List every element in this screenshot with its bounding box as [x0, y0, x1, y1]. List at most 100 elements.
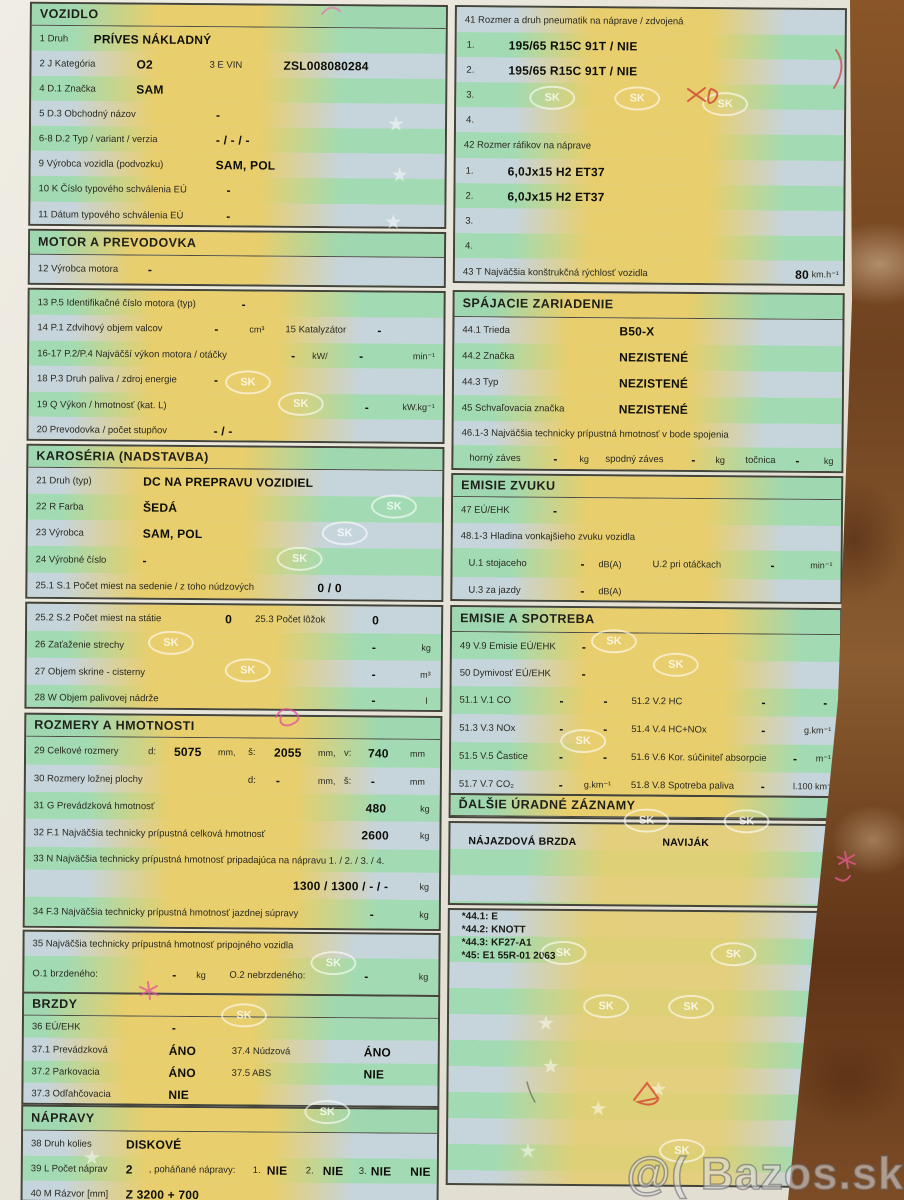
form-row: horný záves - kg spodný záves - kg točnica - kg: [453, 445, 842, 474]
field-label: 48.1-3 Hladina vonkajšieho zvuku vozidla: [460, 530, 636, 543]
field-value: NAVIJÁK: [662, 836, 710, 850]
unit-label: kg: [419, 909, 429, 920]
panel-emisie-spotreba: EMISIE A SPOTREBA 49 V.9 Emisie EÚ/EHK -50…: [448, 605, 843, 799]
unit-label: kg: [579, 453, 589, 464]
form-row: 5 D.3 Obchodný názov -: [30, 100, 446, 129]
field-label: 44.2 Značka: [462, 350, 515, 363]
sk-watermark-icon: SK: [147, 630, 195, 656]
form-row: 4 D.1 Značka SAM: [31, 75, 446, 104]
unit-label: mm,: [318, 747, 336, 759]
field-value: -: [558, 777, 564, 792]
unit-label: mm: [409, 776, 425, 787]
field-label: 34 F.3 Najväčšia technicky prípustná hmo…: [32, 905, 299, 919]
field-label: 40 M Rázvor [mm]: [30, 1187, 109, 1200]
form-row: 44.2 Značka NEZISTENÉ: [454, 343, 843, 373]
field-value: -: [371, 666, 376, 681]
form-row: 51.1 V.1 CO - - 51.2 V.2 HC - -: [451, 686, 840, 718]
form-row: 10 K Číslo typového schválenia EÚ -: [30, 175, 445, 205]
note-line: *44.1: E: [461, 911, 498, 923]
section-header: KAROSÉRIA (NADSTAVBA): [28, 445, 443, 471]
field-value: -: [142, 553, 147, 568]
unit-label: mm,: [218, 747, 236, 758]
field-label: 42 Rozmer ráfikov na náprave: [463, 139, 592, 152]
field-label: spodný záves: [605, 453, 664, 465]
sk-watermark-icon: SK: [224, 370, 272, 395]
field-label: U.1 stojaceho: [468, 557, 527, 569]
field-value: -: [147, 262, 153, 277]
field-label: horný záves: [469, 452, 521, 464]
unit-label: m⁻¹: [815, 753, 832, 764]
field-label: 50 Dymivosť EÚ/EHK: [459, 667, 551, 679]
field-value: SAM, POL: [215, 157, 276, 173]
form-row: U.3 za jazdy - dB(A): [452, 577, 841, 605]
form-row: 37.3 Odľahčovacia NIE: [23, 1082, 438, 1108]
form-row: 4.: [454, 233, 844, 262]
field-label: 51.6 V.6 Kor. súčiniteľ absorpcie: [631, 751, 767, 765]
form-row: 19 Q Výkon / hmotnosť (kat. L) - kW.kg⁻¹: [28, 391, 443, 420]
field-label: 2.: [466, 64, 475, 76]
form-row: 31 G Prevádzková hmotnosť 480 kg: [25, 791, 440, 822]
field-label: 2.: [305, 1164, 314, 1176]
field-value: -: [226, 183, 231, 198]
form-row: 51.5 V.5 Častice - - 51.6 V.6 Kor. súčinite…: [450, 742, 840, 774]
form-row: 13 P.5 Identifikačné číslo motora (typ) -: [29, 289, 444, 318]
unit-label: min⁻¹: [810, 559, 833, 571]
section-header: NÁPRAVY: [23, 1106, 438, 1134]
unit-label: g.km⁻¹: [803, 725, 832, 736]
form-row: 16-17 P.2/P.4 Najväčší výkon motora / ot…: [29, 340, 444, 369]
field-value: -: [364, 969, 369, 984]
field-label: U.2 pri otáčkach: [652, 558, 722, 571]
panel-spajacie: SPÁJACIE ZARIADENIE 44.1 Trieda B50-X 44.2 …: [451, 290, 845, 474]
sk-watermark-icon: SK: [710, 942, 757, 967]
field-value: 1300 / 1300 / - / -: [292, 878, 389, 894]
field-label: 27 Objem skrine - cisterny: [34, 665, 146, 678]
field-label: 24 Výrobné číslo: [35, 553, 107, 566]
field-label: 11 Dátum typového schválenia EÚ: [38, 209, 184, 222]
field-value: DISKOVÉ: [125, 1136, 182, 1152]
star-decoration-icon: ★: [649, 1078, 668, 1101]
field-value: -: [216, 107, 221, 122]
field-value: NEZISTENÉ: [618, 402, 688, 417]
unit-label: kg: [419, 830, 430, 841]
panel-rozmery: ROZMERY A HMOTNOSTI 29 Celkové rozmery d: 5…: [22, 712, 443, 931]
field-label: 51.4 V.4 HC+NOx: [631, 723, 707, 736]
form-row: 40 M Rázvor [mm] Z 3200 + 700: [22, 1180, 437, 1200]
panel-pneumatiky: 41 Rozmer a druh pneumatik na náprave / …: [452, 5, 847, 287]
field-value: NIE: [410, 1164, 431, 1179]
field-value: -: [275, 773, 281, 788]
field-value: -: [603, 694, 608, 709]
sk-watermark-icon: SK: [321, 521, 368, 546]
note-line: *44.2: KNOTT: [461, 924, 526, 936]
field-value: 740: [368, 746, 389, 761]
field-label: 25.2 S.2 Počet miest na státie: [35, 611, 162, 624]
field-label: v:: [344, 747, 352, 759]
field-value: -: [603, 722, 608, 737]
field-value: -: [580, 584, 585, 599]
field-value: NÁJAZDOVÁ BRZDA: [468, 835, 577, 849]
field-value: -: [760, 778, 766, 793]
field-label: 35 Najväčšia technicky prípustná hmotnos…: [32, 938, 294, 952]
sk-watermark-icon: SK: [304, 1099, 351, 1125]
unit-label: g.km⁻¹: [583, 779, 612, 790]
field-label: 43 T Najväčšia konštrukčná rýchlosť vozi…: [462, 266, 648, 279]
panel-poznamky: *44.1: E *44.2: KNOTT *44.3: KF27-A1 *45: E…: [445, 908, 840, 1189]
field-label: 37.1 Prevádzková: [31, 1043, 108, 1056]
field-label: 21 Druh (typ): [36, 475, 92, 487]
unit-label: mm: [410, 748, 426, 759]
field-label: 2.: [465, 190, 474, 202]
note-line: *44.3: KF27-A1: [461, 937, 532, 949]
field-value: ŠEDÁ: [142, 500, 178, 515]
form-row: [450, 859, 838, 908]
field-label: 3 E VIN: [209, 59, 243, 71]
field-label: 41 Rozmer a druh pneumatik na náprave / …: [464, 14, 684, 27]
field-label: 13 P.5 Identifikačné číslo motora (typ): [37, 296, 196, 310]
form-row: 44.3 Typ NEZISTENÉ: [453, 369, 843, 399]
field-label: 12 Výrobca motora: [37, 263, 119, 275]
form-row: 30 Rozmery ložnej plochy d: - mm, š: - mm: [25, 764, 440, 795]
field-value: -: [580, 556, 585, 571]
unit-label: kg: [420, 803, 430, 814]
field-label: O.1 brzdeného:: [32, 968, 98, 980]
section-header: SPÁJACIE ZARIADENIE: [454, 292, 843, 321]
form-row: 37.1 Prevádzková ÁNO 37.4 Núdzová ÁNO: [23, 1037, 438, 1064]
